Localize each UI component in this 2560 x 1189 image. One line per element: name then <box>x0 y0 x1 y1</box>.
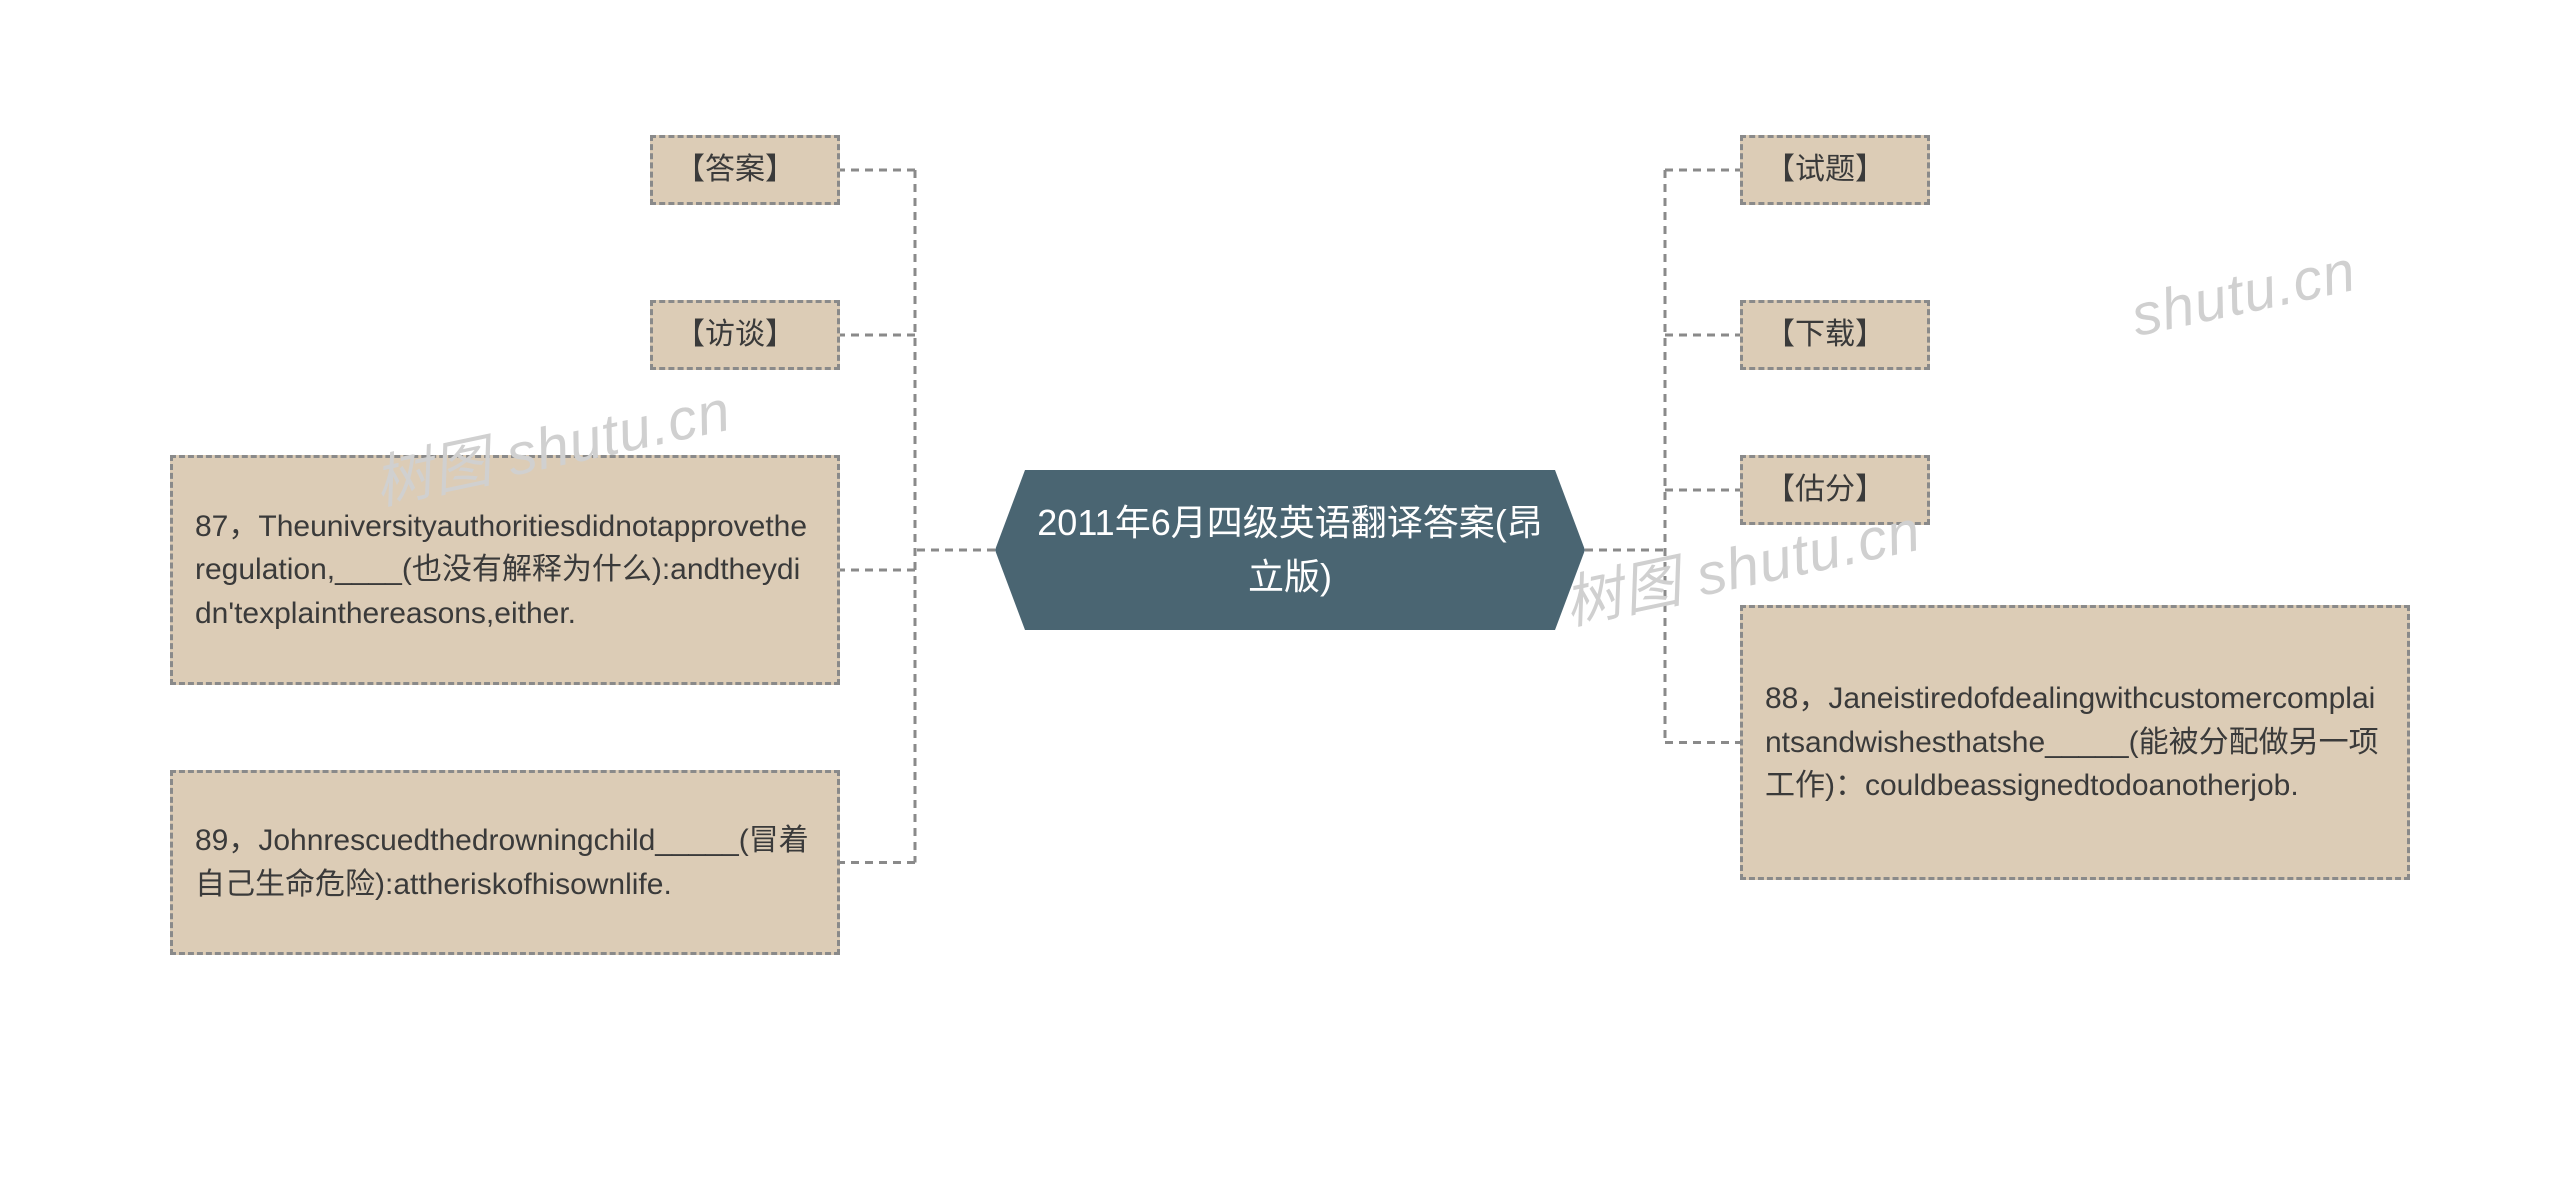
right-node-0: 【试题】 <box>1740 135 1930 205</box>
left-node-3: 89，Johnrescuedthedrowningchild_____(冒着自己… <box>170 770 840 955</box>
right-node-3: 88，Janeistiredofdealingwithcustomercompl… <box>1740 605 2410 880</box>
watermark-2: shutu.cn <box>2126 237 2362 350</box>
left-node-0: 【答案】 <box>650 135 840 205</box>
right-node-1: 【下载】 <box>1740 300 1930 370</box>
left-node-2: 87，Theuniversityauthoritiesdidnotapprove… <box>170 455 840 685</box>
left-node-1: 【访谈】 <box>650 300 840 370</box>
center-node: 2011年6月四级英语翻译答案(昂立版) <box>995 470 1585 630</box>
right-node-2: 【估分】 <box>1740 455 1930 525</box>
